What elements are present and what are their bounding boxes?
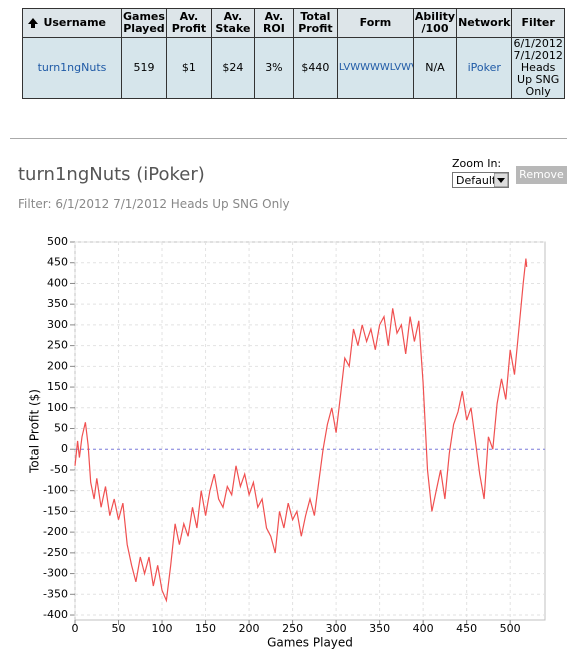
x-tick-label: 500 <box>500 622 521 635</box>
x-tick-label: 100 <box>152 622 173 635</box>
y-tick-label: 150 <box>47 380 68 393</box>
y-tick-label: 350 <box>47 297 68 310</box>
data-row: turn1ngNuts 519 $1 $24 3% $440 LVWWWWLVW… <box>22 37 565 99</box>
cell: 519 <box>121 37 167 99</box>
y-tick-label: 250 <box>47 339 68 352</box>
header-cell[interactable]: Av. Stake <box>210 8 255 38</box>
x-tick-label: 150 <box>195 622 216 635</box>
cell: 6/1/2012 7/1/2012 Heads Up SNG Only <box>511 37 565 99</box>
y-tick-label: -250 <box>43 546 68 559</box>
y-tick-label: 50 <box>54 422 68 435</box>
y-tick-label: -150 <box>43 504 68 517</box>
network-link[interactable]: iPoker <box>456 37 513 99</box>
header-cell[interactable]: Network <box>456 8 513 38</box>
y-tick-label: 100 <box>47 401 68 414</box>
x-tick-label: 300 <box>326 622 347 635</box>
chart-subtitle: Filter: 6/1/2012 7/1/2012 Heads Up SNG O… <box>18 197 290 211</box>
header-cell[interactable]: Ability /100 <box>412 8 458 38</box>
username-link[interactable]: turn1ngNuts <box>22 37 122 99</box>
dropdown-arrow[interactable] <box>494 173 508 187</box>
remove-button[interactable]: Remove <box>516 166 567 184</box>
y-tick-label: 300 <box>47 318 68 331</box>
zoom-select[interactable]: Default <box>452 172 509 188</box>
zoom-option: Default <box>456 174 497 187</box>
y-tick-label: -350 <box>43 587 68 600</box>
chart-title: turn1ngNuts (iPoker) <box>18 164 205 185</box>
zoom-label: Zoom In: <box>452 157 502 170</box>
y-tick-label: 0 <box>61 442 68 455</box>
y-tick-label: -200 <box>43 525 68 538</box>
x-tick-label: 450 <box>456 622 477 635</box>
divider <box>10 138 567 139</box>
header-text: Username <box>43 16 106 29</box>
cell: 3% <box>253 37 294 99</box>
x-tick-label: 250 <box>282 622 303 635</box>
profit-line <box>74 258 528 603</box>
header-cell[interactable]: Total Profit <box>292 8 338 38</box>
y-axis-label: Total Profit ($) <box>28 389 42 474</box>
y-tick-label: -50 <box>50 463 68 476</box>
y-tick-label: 500 <box>47 235 68 248</box>
x-tick-label: 50 <box>112 622 126 635</box>
y-tick-label: -100 <box>43 484 68 497</box>
cell: N/A <box>412 37 458 99</box>
x-axis-label: Games Played <box>267 636 353 650</box>
x-tick-label: 400 <box>413 622 434 635</box>
cell: $440 <box>292 37 338 99</box>
y-tick-label: 450 <box>47 256 68 269</box>
cell: $24 <box>210 37 255 99</box>
y-tick-label: -300 <box>43 567 68 580</box>
header-cell[interactable]: Filter <box>511 8 565 38</box>
y-tick-label: -400 <box>43 608 68 621</box>
x-tick-label: 0 <box>72 622 79 635</box>
header-row: Username Games Played Av. Profit Av. Sta… <box>22 8 565 38</box>
cell: $1 <box>165 37 212 99</box>
y-tick-label: 200 <box>47 359 68 372</box>
header-cell[interactable]: Username <box>22 8 122 38</box>
x-tick-label: 200 <box>239 622 260 635</box>
sort-arrow[interactable] <box>27 17 39 29</box>
header-cell[interactable]: Av. Profit <box>165 8 212 38</box>
form-link[interactable]: LVWWWWLVWV <box>336 37 414 99</box>
stats-table: Username Games Played Av. Profit Av. Sta… <box>22 8 565 99</box>
y-tick-label: 400 <box>47 276 68 289</box>
header-cell[interactable]: Games Played <box>121 8 167 38</box>
header-cell[interactable]: Form <box>336 8 414 38</box>
x-tick-label: 350 <box>369 622 390 635</box>
